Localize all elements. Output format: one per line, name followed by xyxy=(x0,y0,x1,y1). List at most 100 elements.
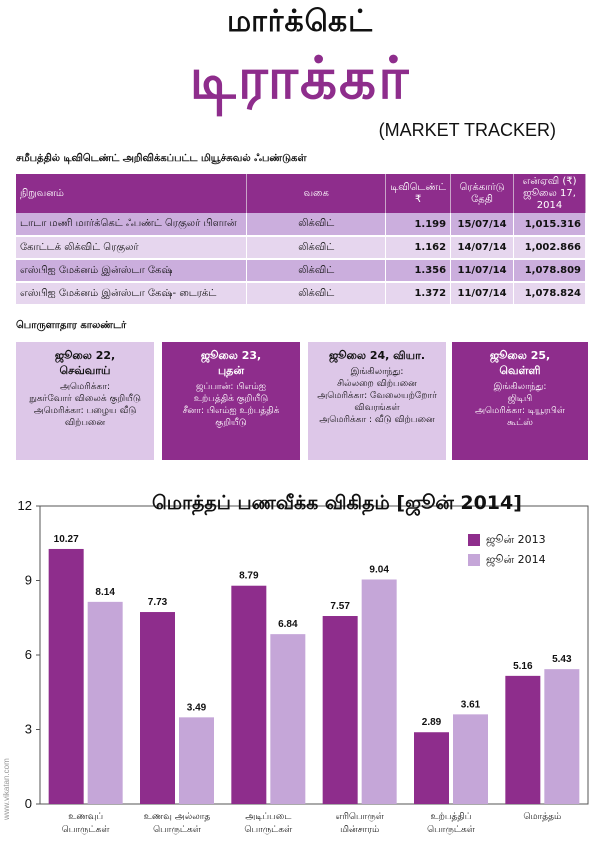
calendar-event: அமெரிக்கா: வேலையற்றோர் xyxy=(317,391,437,401)
data-label: 7.57 xyxy=(330,601,350,612)
y-tick-label: 0 xyxy=(25,796,32,811)
calendar-date-line1: ஜூலை 22, xyxy=(54,349,116,362)
fund-dividend: 1.356 xyxy=(385,259,452,283)
title-top: மார்க்கெட் xyxy=(226,4,374,39)
bar xyxy=(544,669,580,804)
calendar-date: ஜூலை 23, புதன் xyxy=(166,348,296,378)
data-label: 9.04 xyxy=(369,565,389,576)
calendar-event: அமெரிக்கா: டியூரபிள் xyxy=(475,406,565,416)
bar xyxy=(231,585,267,804)
column-header-name: நிறுவனம் xyxy=(16,174,248,213)
calendar-date: ஜூலை 22, செவ்வாய் xyxy=(20,348,150,378)
column-header-type: வகை xyxy=(246,174,387,213)
calendar-date-line1: ஜூலை 25, xyxy=(489,349,551,362)
calendar-date-line1: ஜூலை 23, xyxy=(200,349,262,362)
data-label: 2.89 xyxy=(422,717,442,728)
column-header-dividend: டிவிடெண்ட் ₹ xyxy=(385,174,452,213)
calendar-event: குறியீடு xyxy=(215,418,247,428)
calendar-event: அமெரிக்கா: xyxy=(60,382,110,392)
table-row: டாடா மணி மார்க்கெட் ஃபண்ட் ரெகுலர் பிளான… xyxy=(16,213,586,237)
category-label: எரிபொருள் xyxy=(335,812,384,822)
category-label: பொருட்கள் xyxy=(427,825,476,835)
chart-title: மொத்தப் பணவீக்க விகிதம் [ஜூன் 2014] xyxy=(152,492,522,514)
legend-item-2013: ஜூன் 2013 xyxy=(468,530,546,550)
fund-dividend: 1.162 xyxy=(385,236,452,260)
fund-record-date: 15/07/14 xyxy=(450,213,515,237)
calendar-date-line2: செவ்வாய் xyxy=(59,364,111,377)
data-label: 5.16 xyxy=(513,661,533,672)
bar xyxy=(270,634,306,804)
legend-swatch-2013 xyxy=(468,534,480,546)
column-header-record-date: ரெக்கார்டு தேதி xyxy=(450,174,515,213)
fund-type: லிக்விட் xyxy=(246,236,387,260)
fund-type: லிக்விட் xyxy=(246,282,387,306)
category-label: பொருட்கள் xyxy=(62,825,111,835)
category-label: அடிப்படை xyxy=(245,812,292,822)
calendar-event: ஜப்பான்: பிஎம்ஐ xyxy=(196,382,266,392)
fund-record-date: 14/07/14 xyxy=(450,236,515,260)
y-tick-label: 9 xyxy=(25,573,32,588)
category-label: உணவு அல்லாத xyxy=(144,812,211,822)
data-label: 6.84 xyxy=(278,619,298,630)
calendar-event: ஜிடிபி xyxy=(507,394,533,404)
fund-nav: 1,078.824 xyxy=(513,282,586,306)
bar xyxy=(48,548,84,804)
legend-swatch-2014 xyxy=(468,554,480,566)
calendar-event: விற்பனை xyxy=(64,418,106,428)
table-row: எஸ்பிஐ மேக்னம் இன்ஸ்டா கேஷ்- டைரக்ட் லிக… xyxy=(16,282,586,306)
bar xyxy=(87,601,123,804)
category-label: மொத்தம் xyxy=(523,812,561,822)
fund-type: லிக்விட் xyxy=(246,213,387,237)
bar xyxy=(361,579,397,804)
fund-record-date: 11/07/14 xyxy=(450,259,515,283)
data-label: 8.14 xyxy=(95,587,115,598)
calendar-date: ஜூலை 24, வியா. xyxy=(312,348,442,363)
bar xyxy=(414,732,449,804)
data-label: 5.43 xyxy=(552,654,572,665)
calendar-event: உற்பத்திக் குறியீடு xyxy=(193,394,269,404)
category-label: மின்சாரம் xyxy=(340,825,379,835)
fund-dividend: 1.199 xyxy=(385,213,452,237)
data-label: 8.79 xyxy=(239,571,259,582)
calendar-section-title: பொருளாதார காலண்டர் xyxy=(16,320,127,331)
calendar-box-july-22: ஜூலை 22, செவ்வாய் அமெரிக்கா: நுகர்வோர் வ… xyxy=(16,342,154,460)
fund-name: டாடா மணி மார்க்கெட் ஃபண்ட் ரெகுலர் பிளான… xyxy=(16,213,248,237)
calendar-box-july-23: ஜூலை 23, புதன் ஜப்பான்: பிஎம்ஐ உற்பத்திக… xyxy=(162,342,300,460)
calendar-event: சீனா: பிஎம்ஐ உற்பத்திக் xyxy=(182,406,280,416)
table-row: எஸ்பிஐ மேக்னம் இன்ஸ்டா கேஷ் லிக்விட் 1.3… xyxy=(16,259,586,283)
fund-record-date: 11/07/14 xyxy=(450,282,515,306)
calendar-box-july-24: ஜூலை 24, வியா. இங்கிலாந்து: சில்லறை விற்… xyxy=(308,342,446,460)
calendar-event: அமெரிக்கா: பழைய வீடு xyxy=(33,406,137,416)
category-label: பொருட்கள் xyxy=(153,825,202,835)
bar xyxy=(140,612,175,804)
legend-item-2014: ஜூன் 2014 xyxy=(468,550,546,570)
fund-dividend: 1.372 xyxy=(385,282,452,306)
calendar-box-july-25: ஜூலை 25, வெள்ளி இங்கிலாந்து: ஜிடிபி அமெர… xyxy=(452,342,588,460)
title-main: டிராக்கர் xyxy=(189,44,411,112)
y-tick-label: 6 xyxy=(25,647,32,662)
calendar-event: இங்கிலாந்து: xyxy=(350,367,404,377)
inflation-chart: 0 3 6 9 12 10.27 8.14 உணவுப் பொருட்கள் 7.73 3.49 உண… xyxy=(18,498,589,835)
data-label: 7.73 xyxy=(148,597,168,608)
calendar-event: இங்கிலாந்து: xyxy=(493,382,547,392)
calendar-date-line2: வெள்ளி xyxy=(499,364,541,377)
data-label: 3.49 xyxy=(187,702,207,713)
category-label: பொருட்கள் xyxy=(244,825,293,835)
calendar-event: விவரங்கள் xyxy=(354,403,400,413)
fund-type: லிக்விட் xyxy=(246,259,387,283)
category-label: உணவுப் xyxy=(68,812,103,822)
bar xyxy=(453,714,488,804)
dividend-section-title: சமீபத்தில் டிவிடெண்ட் அறிவிக்கப்பட்ட மிய… xyxy=(16,153,307,164)
y-tick-label: 12 xyxy=(18,498,32,513)
bar xyxy=(179,717,214,804)
data-label: 10.27 xyxy=(54,534,79,545)
calendar-date-line1: ஜூலை 24, வியா. xyxy=(328,349,426,362)
y-tick-label: 3 xyxy=(25,722,32,737)
dividend-table: நிறுவனம் வகை டிவிடெண்ட் ₹ ரெக்கார்டு தேத… xyxy=(16,174,586,306)
calendar-event: அமெரிக்கா : வீடு விற்பனை xyxy=(319,415,435,425)
calendar-event: நுகர்வோர் விலைக் குறியீடு xyxy=(29,394,141,404)
calendar-event: கூட்ஸ் xyxy=(507,418,533,428)
website-credit: www.vikatan.com xyxy=(2,758,11,820)
table-header-row: நிறுவனம் வகை டிவிடெண்ட் ₹ ரெக்கார்டு தேத… xyxy=(16,174,586,213)
bar xyxy=(505,675,541,804)
